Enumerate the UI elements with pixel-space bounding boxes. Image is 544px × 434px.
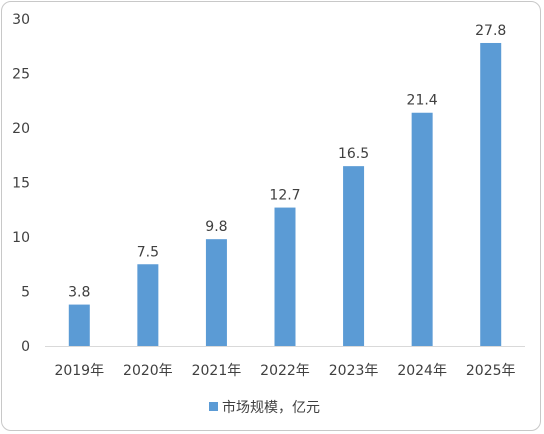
bar — [68, 304, 90, 346]
bar-value-label: 9.8 — [205, 219, 227, 235]
legend-label: 市场规模，亿元 — [222, 399, 320, 416]
bar-value-label: 3.8 — [68, 285, 90, 301]
x-tick-label: 2023年 — [329, 363, 379, 379]
x-tick-label: 2021年 — [192, 363, 242, 379]
y-tick-label: 5 — [21, 285, 30, 301]
legend-swatch — [209, 402, 218, 411]
bars-group — [68, 42, 502, 347]
x-tick-label: 2025年 — [466, 363, 516, 379]
x-tick-label: 2024年 — [397, 363, 447, 379]
bar-value-label: 16.5 — [338, 146, 369, 162]
bar — [274, 207, 296, 346]
legend: 市场规模，亿元 — [209, 399, 320, 416]
x-tick-label: 2019年 — [54, 363, 104, 379]
y-axis-ticks: 0 5 10 15 20 25 30 — [12, 12, 30, 355]
x-tick-label: 2020年 — [123, 363, 173, 379]
bar — [480, 42, 502, 346]
bar — [411, 112, 433, 347]
y-tick-label: 10 — [12, 230, 30, 246]
y-tick-label: 15 — [12, 176, 30, 192]
x-tick-label: 2022年 — [260, 363, 310, 379]
data-labels-group: 3.8 7.5 9.8 12.7 16.5 21.4 27.8 — [68, 23, 506, 301]
bar — [343, 166, 365, 346]
y-tick-label: 30 — [12, 12, 30, 28]
bar-value-label: 21.4 — [407, 93, 438, 109]
bar — [205, 239, 227, 346]
x-axis-ticks: 2019年 2020年 2021年 2022年 2023年 2024年 2025年 — [54, 363, 515, 379]
y-tick-label: 0 — [21, 339, 30, 355]
bar — [137, 264, 159, 346]
bar-value-label: 7.5 — [137, 244, 159, 260]
bar-value-label: 27.8 — [475, 23, 506, 39]
y-tick-label: 25 — [12, 67, 30, 83]
bar-value-label: 12.7 — [269, 188, 300, 204]
y-tick-label: 20 — [12, 121, 30, 137]
